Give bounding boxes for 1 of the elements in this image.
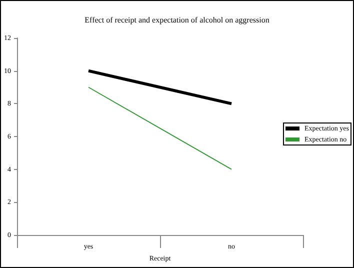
chart-title: Effect of receipt and expectation of alcohol on aggression	[84, 16, 270, 24]
